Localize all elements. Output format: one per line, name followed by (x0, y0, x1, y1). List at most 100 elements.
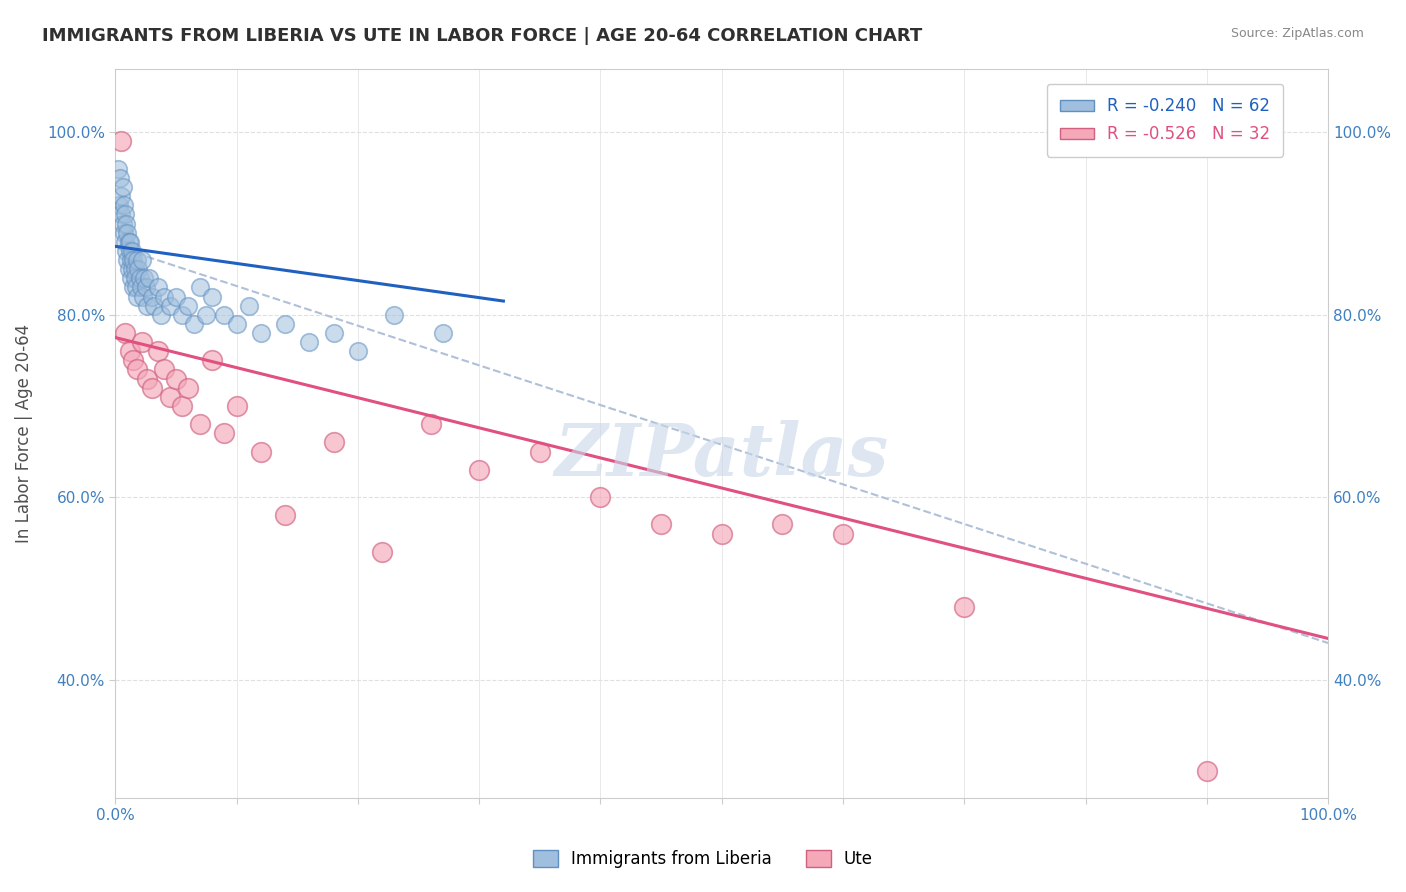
Point (118, 344, 141, 359)
Point (141, 381, 163, 395)
Point (131, 335, 153, 350)
Text: IMMIGRANTS FROM LIBERIA VS UTE IN LABOR FORCE | AGE 20-64 CORRELATION CHART: IMMIGRANTS FROM LIBERIA VS UTE IN LABOR … (42, 27, 922, 45)
Point (108, 170, 131, 185)
Point (170, 399, 193, 413)
Point (146, 280, 169, 294)
Point (112, 198, 135, 212)
Point (117, 262, 139, 277)
Point (347, 344, 370, 359)
Point (529, 444, 551, 458)
Point (115, 217, 138, 231)
Point (953, 599, 976, 614)
Point (112, 226, 135, 240)
Point (132, 289, 155, 303)
Point (135, 371, 157, 385)
Point (225, 399, 247, 413)
Legend: R = -0.240   N = 62, R = -0.526   N = 32: R = -0.240 N = 62, R = -0.526 N = 32 (1047, 84, 1284, 157)
Point (117, 226, 139, 240)
Point (165, 289, 187, 303)
Point (832, 526, 855, 541)
Point (122, 353, 145, 368)
Point (127, 253, 149, 268)
Point (108, 198, 131, 212)
Point (468, 463, 491, 477)
Point (589, 490, 612, 504)
Point (298, 335, 321, 350)
Text: Source: ZipAtlas.com: Source: ZipAtlas.com (1230, 27, 1364, 40)
Point (134, 271, 156, 285)
Point (122, 253, 145, 268)
Point (170, 308, 193, 322)
Point (188, 280, 211, 294)
Point (118, 244, 141, 258)
Point (135, 299, 157, 313)
Point (1195, 764, 1218, 778)
Point (274, 508, 297, 523)
Point (120, 253, 142, 268)
Point (153, 362, 176, 376)
Point (120, 271, 142, 285)
Point (650, 517, 672, 532)
Point (122, 280, 145, 294)
Point (382, 308, 405, 322)
Point (183, 317, 205, 331)
Point (225, 317, 247, 331)
Point (124, 271, 146, 285)
Point (419, 417, 441, 432)
Point (121, 262, 143, 277)
Point (127, 262, 149, 277)
Point (107, 161, 129, 176)
Point (143, 299, 166, 313)
Point (432, 326, 454, 340)
Point (146, 344, 169, 359)
Point (250, 326, 273, 340)
Point (111, 217, 134, 231)
Point (710, 526, 733, 541)
Point (150, 308, 173, 322)
Point (159, 299, 181, 313)
Point (111, 180, 134, 194)
Point (201, 289, 224, 303)
Point (238, 299, 260, 313)
Point (274, 317, 297, 331)
Point (114, 235, 136, 249)
Point (121, 244, 143, 258)
Point (322, 435, 344, 450)
Point (125, 280, 148, 294)
Point (371, 545, 394, 559)
Point (770, 517, 793, 532)
Point (322, 326, 344, 340)
Point (165, 371, 187, 385)
Legend: Immigrants from Liberia, Ute: Immigrants from Liberia, Ute (526, 843, 880, 875)
Point (177, 299, 200, 313)
Point (201, 353, 224, 368)
Y-axis label: In Labor Force | Age 20-64: In Labor Force | Age 20-64 (15, 324, 32, 543)
Point (214, 426, 236, 441)
Point (115, 244, 138, 258)
Point (195, 308, 218, 322)
Point (124, 262, 146, 277)
Point (110, 207, 132, 221)
Text: ZIPatlas: ZIPatlas (554, 419, 889, 491)
Point (128, 271, 150, 285)
Point (159, 390, 181, 404)
Point (141, 289, 163, 303)
Point (138, 271, 160, 285)
Point (117, 235, 139, 249)
Point (114, 207, 136, 221)
Point (188, 417, 211, 432)
Point (110, 135, 132, 149)
Point (135, 280, 157, 294)
Point (114, 326, 136, 340)
Point (177, 381, 200, 395)
Point (214, 308, 236, 322)
Point (117, 253, 139, 268)
Point (250, 444, 273, 458)
Point (131, 253, 153, 268)
Point (153, 289, 176, 303)
Point (129, 280, 152, 294)
Point (118, 235, 141, 249)
Point (127, 289, 149, 303)
Point (127, 362, 149, 376)
Point (110, 189, 132, 203)
